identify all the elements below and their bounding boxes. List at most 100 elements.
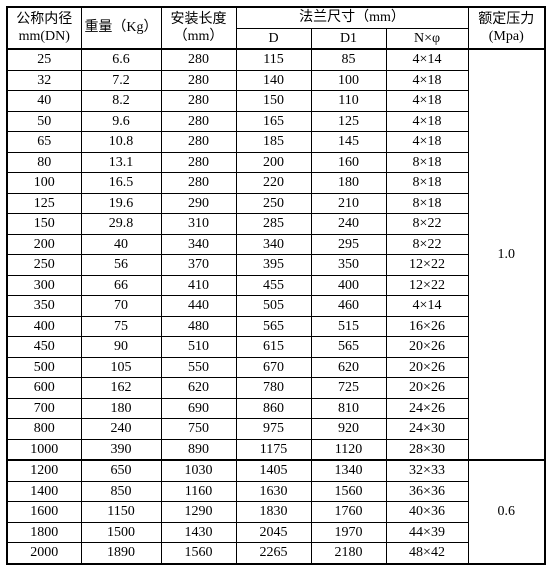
cell-d: 150 (236, 91, 311, 112)
cell-nphi: 4×18 (386, 70, 468, 91)
table-row: 6510.82801851454×18 (7, 132, 545, 153)
header-dn: 公称内径 mm(DN) (7, 7, 81, 49)
cell-dn: 350 (7, 296, 81, 317)
cell-d1: 565 (311, 337, 386, 358)
cell-dn: 500 (7, 357, 81, 378)
cell-nphi: 4×18 (386, 132, 468, 153)
table-row: 8013.12802001608×18 (7, 152, 545, 173)
cell-len: 410 (161, 275, 236, 296)
cell-nphi: 12×22 (386, 255, 468, 276)
cell-len: 1290 (161, 502, 236, 523)
table-row: 256.6280115854×141.0 (7, 49, 545, 70)
cell-dn: 80 (7, 152, 81, 173)
cell-d1: 100 (311, 70, 386, 91)
cell-d1: 920 (311, 419, 386, 440)
cell-d: 1830 (236, 502, 311, 523)
table-row: 1600115012901830176040×36 (7, 502, 545, 523)
cell-nphi: 32×33 (386, 460, 468, 481)
cell-nphi: 24×26 (386, 398, 468, 419)
cell-len: 280 (161, 91, 236, 112)
cell-nphi: 20×26 (386, 378, 468, 399)
cell-d: 455 (236, 275, 311, 296)
cell-wt: 16.5 (81, 173, 161, 194)
cell-d: 1405 (236, 460, 311, 481)
cell-dn: 1400 (7, 481, 81, 502)
cell-wt: 40 (81, 234, 161, 255)
header-weight: 重量（Kg） (81, 7, 161, 49)
cell-dn: 1200 (7, 460, 81, 481)
cell-d: 115 (236, 49, 311, 70)
header-nphi: N×φ (386, 28, 468, 49)
cell-d1: 295 (311, 234, 386, 255)
cell-nphi: 44×39 (386, 522, 468, 543)
table-row: 60016262078072520×26 (7, 378, 545, 399)
cell-wt: 650 (81, 460, 161, 481)
header-length: 安装长度 （mm） (161, 7, 236, 49)
cell-d1: 1970 (311, 522, 386, 543)
cell-len: 310 (161, 214, 236, 235)
cell-d: 250 (236, 193, 311, 214)
cell-dn: 1000 (7, 439, 81, 460)
header-d: D (236, 28, 311, 49)
cell-dn: 2000 (7, 543, 81, 564)
cell-d: 505 (236, 296, 311, 317)
cell-len: 1030 (161, 460, 236, 481)
cell-nphi: 4×18 (386, 91, 468, 112)
cell-nphi: 36×36 (386, 481, 468, 502)
cell-len: 280 (161, 111, 236, 132)
cell-len: 370 (161, 255, 236, 276)
cell-d: 165 (236, 111, 311, 132)
cell-d: 1175 (236, 439, 311, 460)
cell-wt: 66 (81, 275, 161, 296)
cell-d1: 2180 (311, 543, 386, 564)
cell-d1: 620 (311, 357, 386, 378)
cell-len: 1430 (161, 522, 236, 543)
cell-wt: 9.6 (81, 111, 161, 132)
cell-d1: 515 (311, 316, 386, 337)
cell-len: 620 (161, 378, 236, 399)
cell-wt: 6.6 (81, 49, 161, 70)
table-row: 200403403402958×22 (7, 234, 545, 255)
cell-len: 1160 (161, 481, 236, 502)
cell-nphi: 8×22 (386, 214, 468, 235)
cell-wt: 1500 (81, 522, 161, 543)
cell-d1: 210 (311, 193, 386, 214)
cell-d: 2265 (236, 543, 311, 564)
cell-dn: 100 (7, 173, 81, 194)
cell-nphi: 4×14 (386, 296, 468, 317)
cell-d1: 110 (311, 91, 386, 112)
cell-dn: 400 (7, 316, 81, 337)
cell-nphi: 8×22 (386, 234, 468, 255)
cell-d: 340 (236, 234, 311, 255)
cell-len: 510 (161, 337, 236, 358)
cell-d1: 160 (311, 152, 386, 173)
table-row: 50010555067062020×26 (7, 357, 545, 378)
cell-nphi: 48×42 (386, 543, 468, 564)
cell-d: 670 (236, 357, 311, 378)
cell-d1: 460 (311, 296, 386, 317)
cell-d: 1630 (236, 481, 311, 502)
cell-dn: 25 (7, 49, 81, 70)
cell-nphi: 20×26 (386, 357, 468, 378)
cell-d1: 180 (311, 173, 386, 194)
cell-wt: 162 (81, 378, 161, 399)
cell-d: 565 (236, 316, 311, 337)
cell-len: 280 (161, 152, 236, 173)
table-row: 1800150014302045197044×39 (7, 522, 545, 543)
cell-len: 280 (161, 49, 236, 70)
cell-dn: 450 (7, 337, 81, 358)
cell-dn: 250 (7, 255, 81, 276)
cell-len: 1560 (161, 543, 236, 564)
cell-d1: 1560 (311, 481, 386, 502)
cell-d: 615 (236, 337, 311, 358)
table-row: 4007548056551516×26 (7, 316, 545, 337)
header-length-line1: 安装长度 (171, 12, 227, 27)
cell-dn: 65 (7, 132, 81, 153)
cell-nphi: 4×14 (386, 49, 468, 70)
cell-d1: 1120 (311, 439, 386, 460)
cell-nphi: 4×18 (386, 111, 468, 132)
cell-d: 395 (236, 255, 311, 276)
cell-wt: 29.8 (81, 214, 161, 235)
cell-dn: 50 (7, 111, 81, 132)
cell-wt: 180 (81, 398, 161, 419)
